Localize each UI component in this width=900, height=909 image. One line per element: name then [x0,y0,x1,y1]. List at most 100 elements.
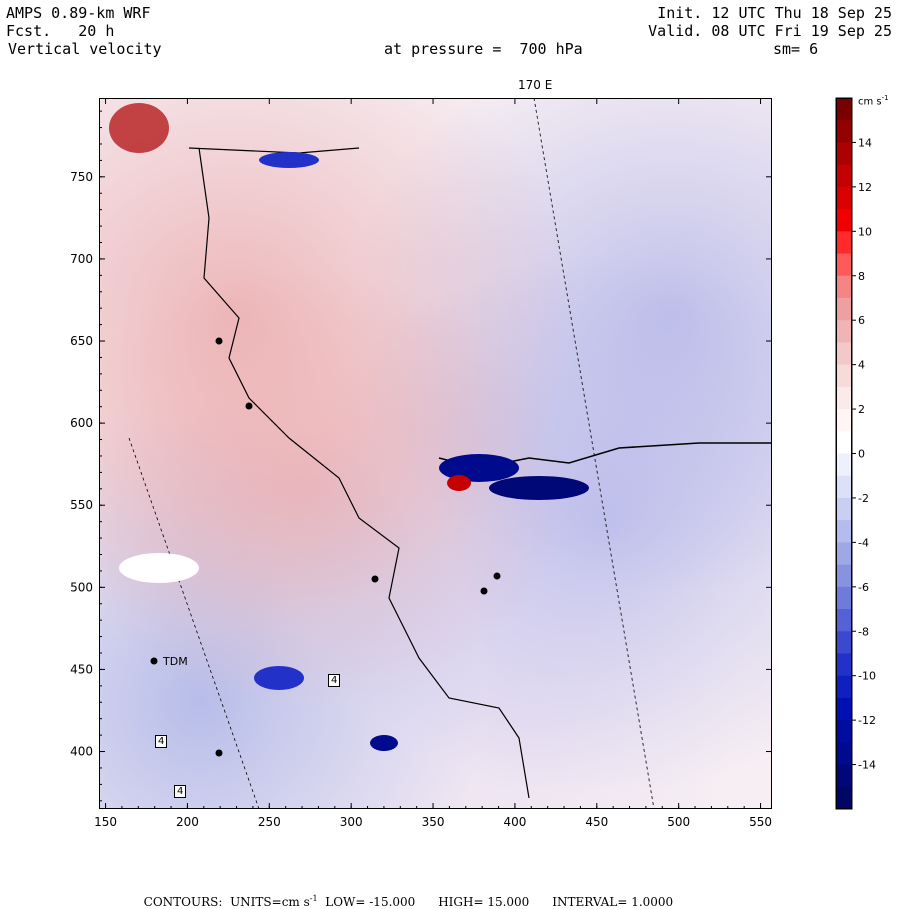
model-title: AMPS 0.89-km WRF [6,4,151,22]
y-tick-label: 700 [70,252,93,266]
colorbar-swatch [836,431,852,454]
colorbar [836,98,852,809]
colorbar-tick-label: -2 [858,492,869,505]
low-label: LOW= [325,895,366,909]
colorbar-tick-label: -6 [858,581,869,594]
colorbar-tick-label: 6 [858,314,865,327]
smoothing-label: sm= 6 [773,40,819,58]
station-label-tdm: TDM [163,655,188,668]
downdraft-north [259,152,319,168]
station-marker: 4 [174,785,187,798]
x-tick-label: 200 [176,815,199,829]
x-tick-label: 400 [503,815,526,829]
downdraft-south [370,735,398,751]
x-tick-label: 350 [422,815,445,829]
valid-time: Valid. 08 UTC Fri 19 Sep 25 [648,22,892,40]
station-dot [493,572,501,580]
vertical-velocity-field: TDM 4 4 4 [99,98,772,809]
high-value: 15.000 [487,895,530,909]
station-marker: 4 [155,735,168,748]
colorbar-tick-label: -4 [858,536,869,549]
units-label: UNITS= [230,895,282,909]
x-tick-label: 150 [94,815,117,829]
colorbar-swatch [836,98,852,121]
x-tick-label: 250 [258,815,281,829]
y-tick-label: 400 [70,745,93,759]
field-overlay [109,98,772,809]
colorbar-tick-label: 0 [858,448,865,461]
colorbar-tick-label: 12 [858,181,872,194]
y-tick-label: 450 [70,662,93,676]
x-tick-label: 450 [585,815,608,829]
colorbar-swatch [836,742,852,766]
colorbar-swatch [836,142,852,166]
colorbar-swatch [836,631,852,654]
colorbar-swatch [836,697,852,721]
units-value: cm s [281,895,310,909]
interval-label: INTERVAL= [552,895,628,909]
station-dot [371,575,379,583]
colorbar-swatch [836,253,852,277]
pressure-level: at pressure = 700 hPa [384,40,583,58]
x-tick-label: 300 [340,815,363,829]
station-dot [480,587,488,595]
contour-info: CONTOURS: UNITS=cm s-1 LOW= -15.000 HIGH… [136,880,674,909]
strong-downdraft [489,476,589,500]
y-tick-label: 750 [70,170,93,184]
low-value: -15.000 [369,895,416,909]
colorbar-swatch [836,186,852,210]
x-tick-label: 550 [749,815,772,829]
y-tick-label: 550 [70,498,93,512]
colorbar-tick-label: -8 [858,625,869,638]
colorbar-swatch [836,609,852,632]
colorbar-units: cm s-1 [858,94,889,107]
colorbar-swatch [836,409,852,432]
colorbar-tick-label: 4 [858,359,865,372]
colorbar-swatch [836,275,852,299]
station-dot [215,337,223,345]
colorbar-swatch [836,231,852,255]
colorbar-tick-label: 2 [858,403,865,416]
meridian-label: 170 E [518,78,553,92]
colorbar-tick-label: -12 [858,714,876,727]
colorbar-swatch [836,720,852,743]
downdraft-south [254,666,304,690]
colorbar-swatch [836,786,852,810]
station-dot [150,657,158,665]
updraft-northwest [109,103,169,153]
interval-value: 1.0000 [631,895,674,909]
colorbar-tick-label: 8 [858,270,865,283]
colorbar-swatch [836,297,852,321]
colorbar-tick-label: -14 [858,759,876,772]
colorbar-swatch [836,453,852,477]
coastline [198,147,530,799]
colorbar-swatch [836,209,852,232]
colorbar-swatch [836,364,852,388]
colorbar-tick-label: -10 [858,670,876,683]
colorbar-swatch [836,120,852,143]
colorbar-tick-label: 10 [858,225,872,238]
colorbar-swatch [836,764,852,788]
colorbar-swatch [836,164,852,188]
strong-updraft [447,475,471,491]
station-dot [245,402,253,410]
colorbar-swatch [836,320,852,343]
colorbar-swatch [836,386,852,410]
colorbar-swatch [836,542,852,566]
missing-data [119,553,199,583]
colorbar-swatch [836,564,852,588]
colorbar-swatch [836,497,852,521]
y-tick-label: 650 [70,334,93,348]
colorbar-swatch [836,653,852,677]
station-dot [215,749,223,757]
colorbar-swatch [836,342,852,366]
field-name: Vertical velocity [8,40,162,58]
x-tick-label: 500 [667,815,690,829]
colorbar-tick-label: 14 [858,136,872,149]
colorbar-swatch [836,586,852,610]
y-tick-label: 600 [70,416,93,430]
colorbar-swatch [836,520,852,543]
colorbar-swatch [836,675,852,699]
colorbar-units-exp: -1 [881,94,889,102]
